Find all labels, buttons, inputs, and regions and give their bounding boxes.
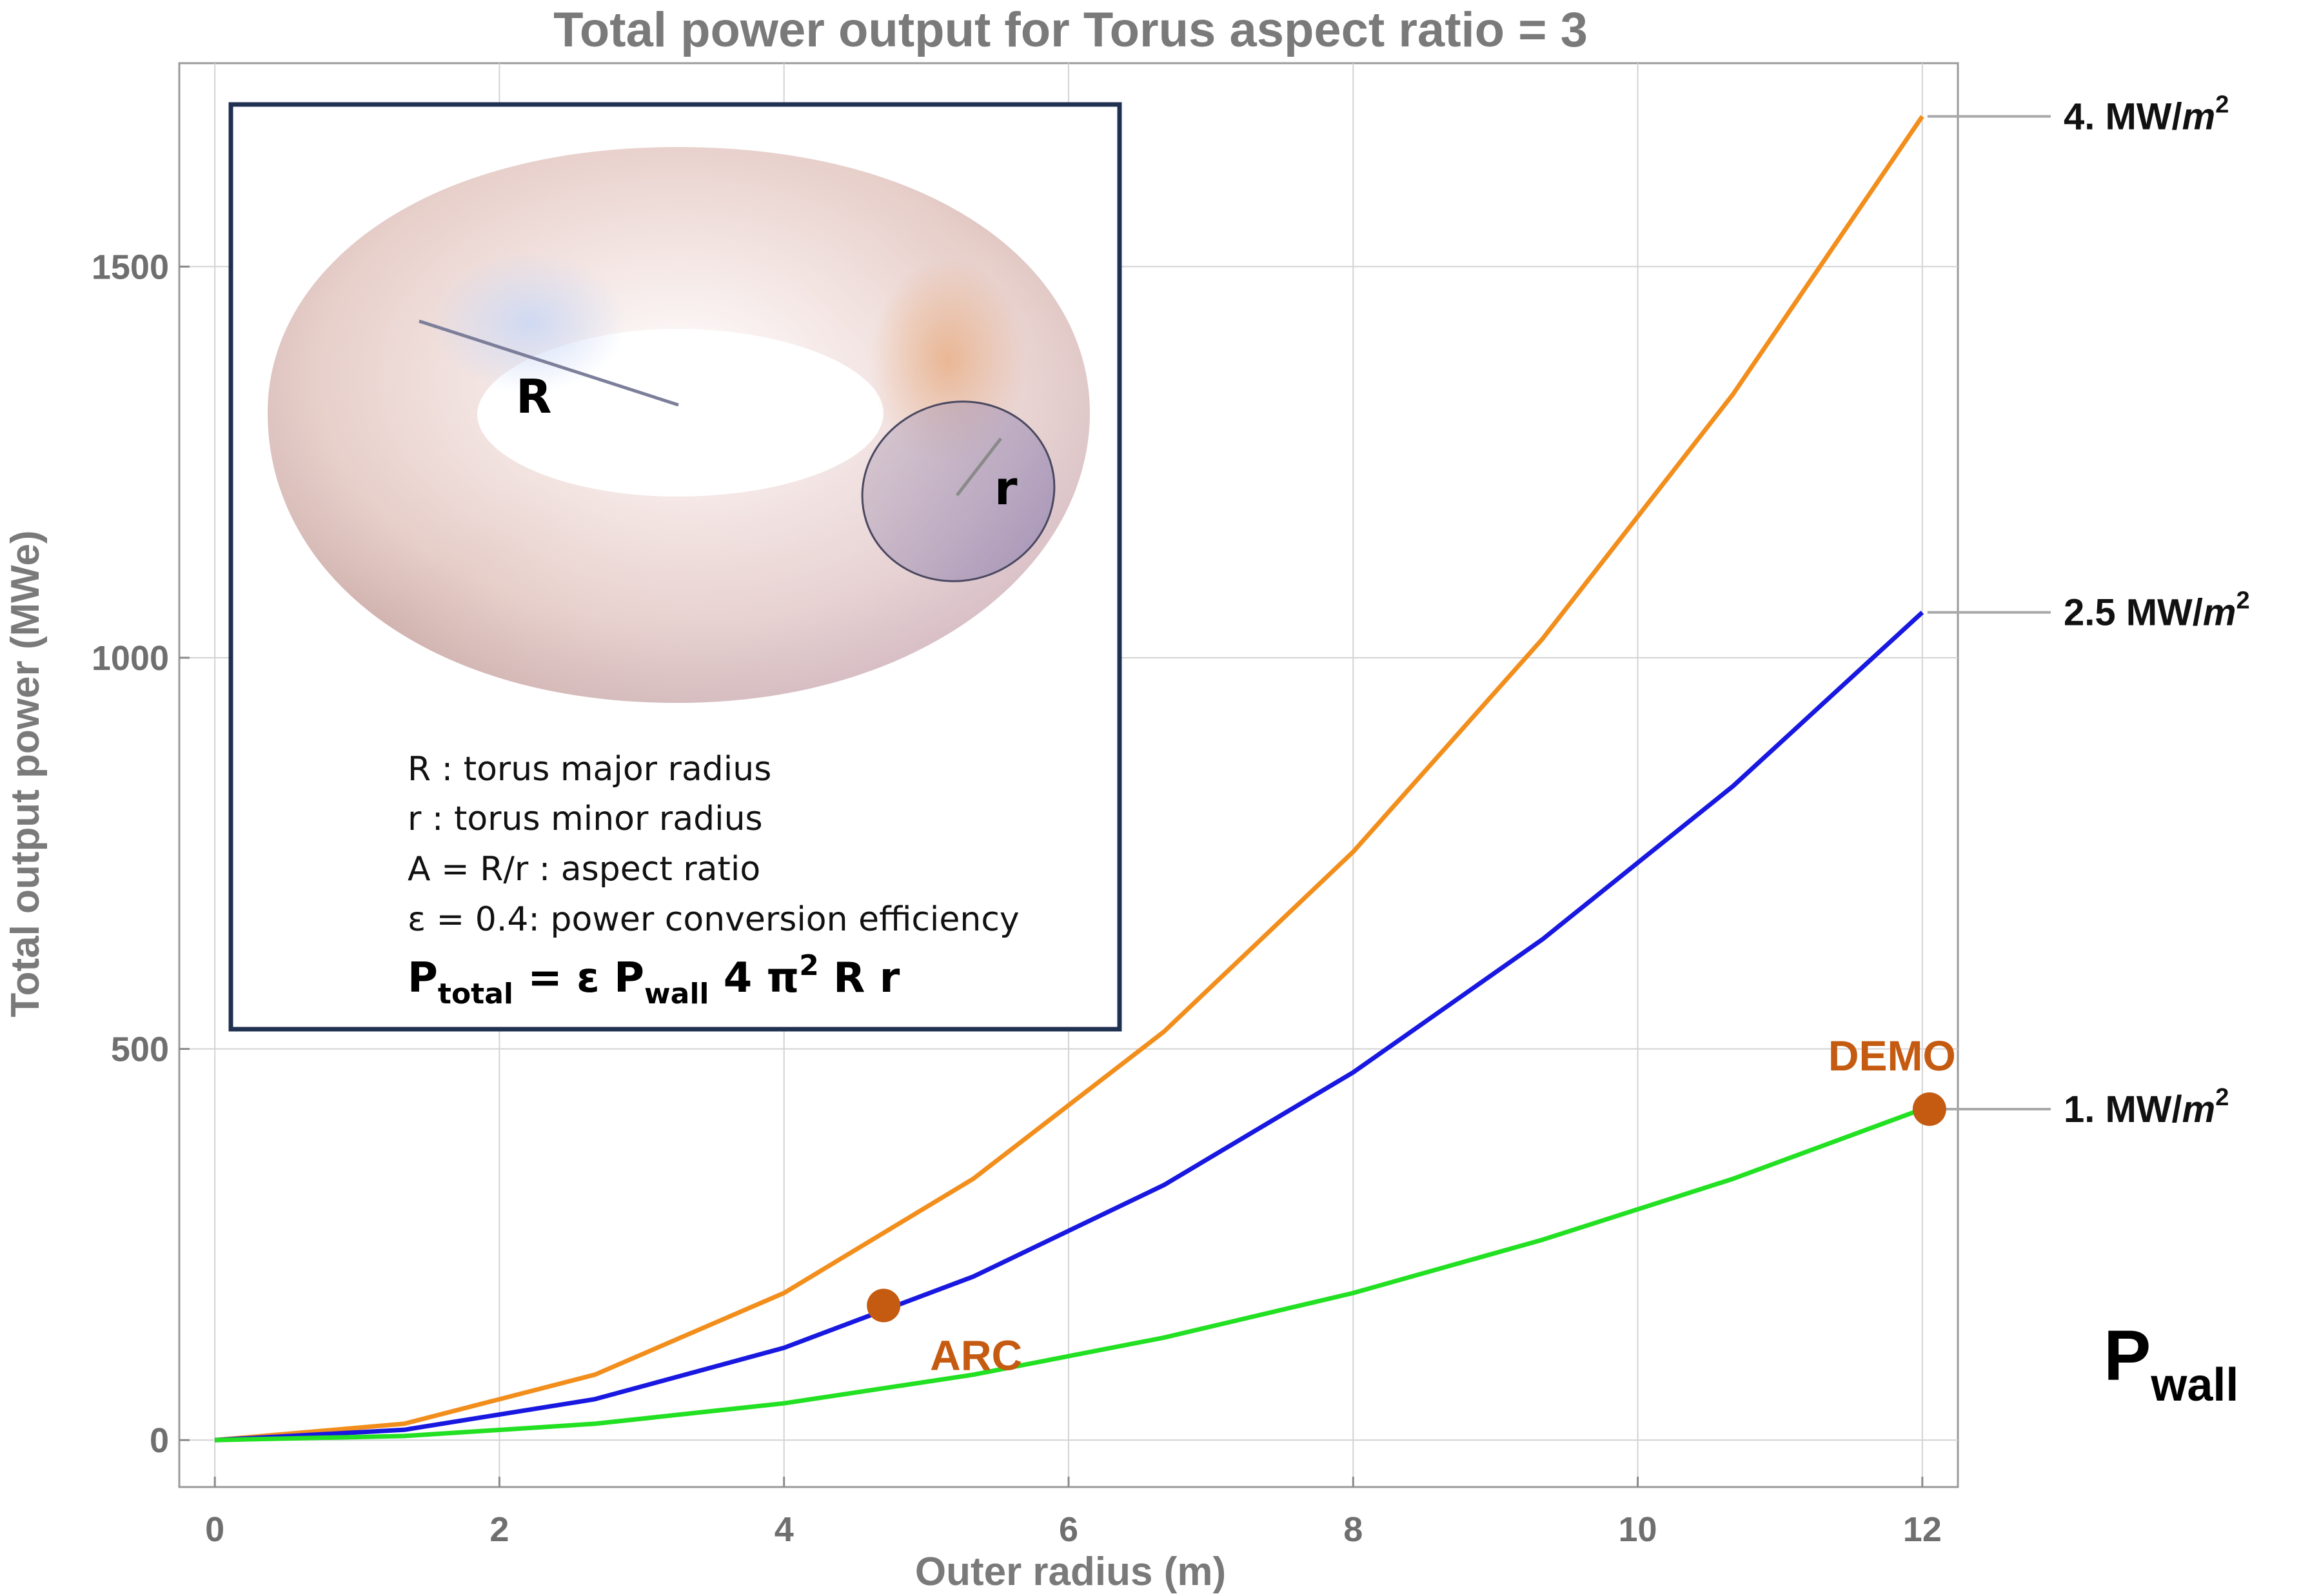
formula-eq: = ε P: [513, 954, 644, 1002]
major-radius-line: [419, 319, 679, 407]
y-tick-label-0: 0: [150, 1421, 169, 1460]
formula-wall-sub: wall: [644, 978, 709, 1010]
series-label-connectors: [1927, 115, 2051, 1111]
series-label-unit-2: m: [2182, 1089, 2216, 1130]
legend-title: Pwall: [2104, 1316, 2238, 1411]
y-tick-label-3: 1500: [92, 248, 169, 286]
y-tick-label-2: 1000: [92, 639, 169, 678]
torus-illustration: R r: [268, 147, 1090, 703]
x-tick-label-6: 12: [1903, 1510, 1942, 1549]
series-label-text-0: 4. MW/: [2064, 95, 2182, 137]
formula-sup: 2: [799, 949, 819, 982]
formula-end: R r: [819, 954, 900, 1002]
series-label-exp-0: 2: [2215, 91, 2229, 118]
series-label-0: 4. MW/m2: [2064, 91, 2229, 137]
series-label-text-1: 2.5 MW/: [2064, 592, 2203, 634]
series-label-2: 1. MW/m2: [2064, 1084, 2229, 1130]
major-radius-label: R: [516, 369, 551, 424]
power-formula: Ptotal = ε Pwall 4 π2 R r: [408, 949, 900, 1010]
series-label-unit-0: m: [2182, 95, 2216, 137]
annotated-points: ARC DEMO: [867, 1032, 1956, 1379]
inset-panel: R r R : torus major radius r : torus min…: [228, 102, 1122, 1032]
legend-title-base: P: [2104, 1316, 2151, 1395]
y-ticks: 0 500 1000 1500: [92, 248, 190, 1460]
series-layer: [214, 115, 1924, 1443]
legend-title-sub: wall: [2150, 1359, 2238, 1411]
minor-radius-line: [956, 437, 1002, 497]
inset-line-major-radius: R : torus major radius: [408, 750, 771, 789]
inset-line-aspect-ratio: A = R/r : aspect ratio: [408, 850, 760, 889]
chart-title: Total power output for Torus aspect rati…: [553, 3, 1588, 57]
point-label-arc: ARC: [930, 1332, 1022, 1379]
x-tick-label-4: 8: [1343, 1510, 1363, 1549]
x-tick-label-0: 0: [205, 1510, 224, 1549]
series-line-1: [215, 611, 1924, 1443]
series-label-exp-2: 2: [2215, 1084, 2229, 1111]
series-line-0: [214, 115, 1924, 1443]
x-tick-label-3: 6: [1059, 1510, 1078, 1549]
x-tick-label-2: 4: [775, 1510, 794, 1549]
inset-line-efficiency: ε = 0.4: power conversion efficiency: [408, 900, 1020, 939]
series-label-text-2: 1. MW/: [2064, 1089, 2182, 1130]
inset-line-minor-radius: r : torus minor radius: [408, 800, 763, 838]
series-line-2: [215, 1107, 1924, 1443]
series-label-unit-1: m: [2203, 592, 2236, 634]
y-tick-label-1: 500: [111, 1030, 169, 1069]
point-label-demo: DEMO: [1828, 1032, 1956, 1079]
formula-p: P: [408, 954, 438, 1002]
torus-shade-overlay: [268, 147, 1090, 703]
formula-mid: 4 π: [709, 954, 800, 1002]
x-tick-label-1: 2: [489, 1510, 509, 1549]
series-label-1: 2.5 MW/m2: [2064, 587, 2250, 634]
series-labels: 4. MW/m22.5 MW/m21. MW/m2: [2064, 91, 2250, 1130]
minor-radius-label: r: [994, 461, 1018, 515]
y-axis-label: Total output power (MWe): [3, 530, 48, 1017]
series-label-exp-1: 2: [2236, 587, 2250, 615]
point-demo: [1912, 1092, 1946, 1127]
x-axis-label: Outer radius (m): [915, 1550, 1226, 1594]
point-arc: [867, 1288, 901, 1323]
x-tick-label-5: 10: [1619, 1510, 1657, 1549]
x-ticks: 0 2 4 6 8 10 12: [205, 1477, 1942, 1549]
formula-p-sub: total: [438, 978, 513, 1010]
